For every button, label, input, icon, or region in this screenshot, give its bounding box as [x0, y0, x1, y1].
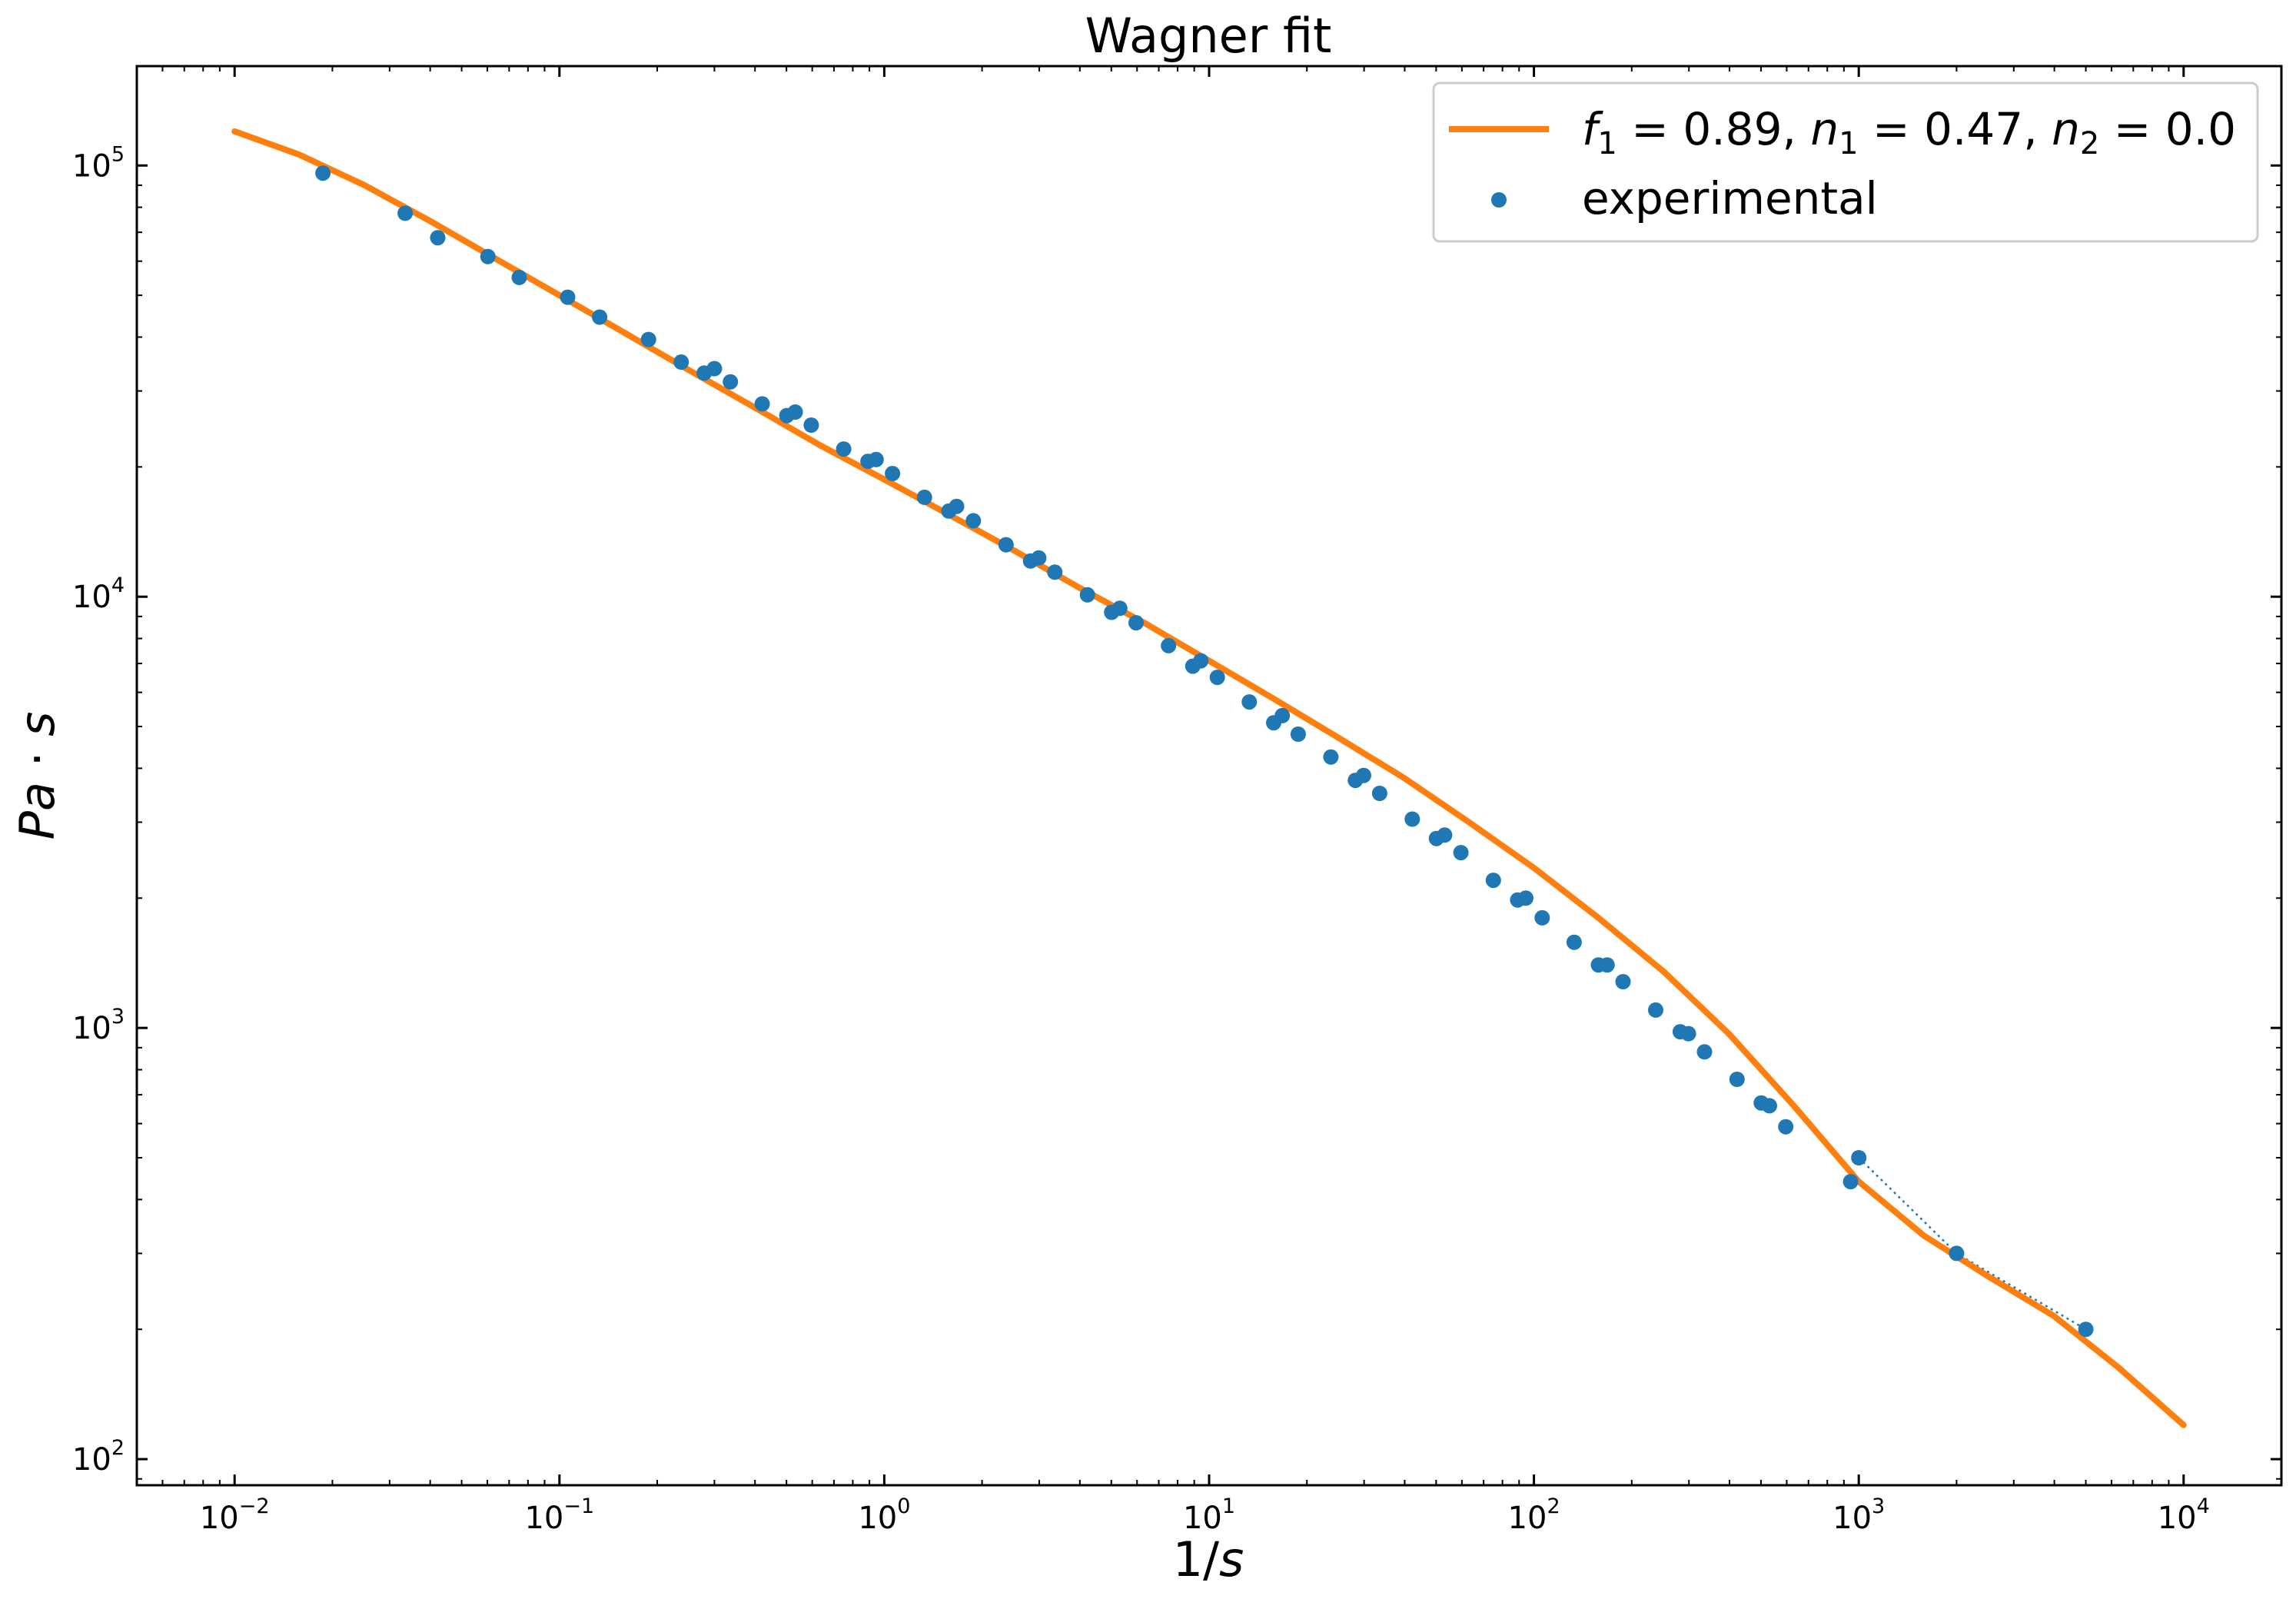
plot-area — [231, 128, 2187, 1428]
legend-fit-n1: n — [1810, 103, 1839, 155]
x-tick-label-3: 101 — [1183, 1494, 1235, 1536]
experimental-point-51 — [1534, 909, 1550, 926]
experimental-point-60 — [1729, 1072, 1745, 1087]
experimental-point-59 — [1696, 1044, 1713, 1060]
legend-label-experimental: experimental — [1582, 172, 1878, 224]
x-tick-label-1: 10−1 — [524, 1494, 594, 1536]
experimental-point-2 — [430, 230, 446, 246]
experimental-point-24 — [998, 537, 1014, 553]
series-fit-line — [231, 128, 2187, 1428]
legend-fit-n2: n — [2052, 103, 2080, 155]
axis-ticks: 10−2 10−1 100 101 102 103 104 102 103 104 105 — [72, 66, 2281, 1536]
experimental-point-62 — [1762, 1098, 1777, 1114]
experimental-point-42 — [1356, 767, 1371, 783]
chart-title: Wagner fit — [1085, 8, 1332, 64]
experimental-point-65 — [1851, 1150, 1867, 1165]
experimental-point-16 — [836, 441, 852, 457]
experimental-point-26 — [1031, 550, 1047, 566]
experimental-point-22 — [949, 498, 965, 514]
experimental-point-28 — [1079, 587, 1095, 603]
experimental-point-38 — [1274, 707, 1291, 723]
experimental-point-46 — [1437, 827, 1453, 843]
experimental-point-30 — [1111, 600, 1128, 617]
x-axis-label: 1/s — [1173, 1531, 1244, 1587]
experimental-point-66 — [1949, 1245, 1965, 1262]
experimental-point-36 — [1241, 694, 1258, 710]
experimental-point-19 — [885, 466, 901, 481]
experimental-point-56 — [1648, 1002, 1663, 1018]
experimental-point-7 — [640, 331, 656, 347]
y-axis-label-pa: Pa — [9, 782, 65, 839]
experimental-point-44 — [1404, 811, 1420, 827]
experimental-point-14 — [787, 404, 803, 420]
experimental-point-54 — [1599, 957, 1615, 973]
legend-fit-n1-val: = 0.47, — [1859, 103, 2052, 155]
experimental-point-31 — [1128, 615, 1144, 631]
x-axis-label-numerator: 1/ — [1173, 1531, 1219, 1587]
experimental-point-47 — [1453, 845, 1469, 861]
x-tick-label-0: 10−2 — [200, 1494, 270, 1536]
experimental-point-18 — [868, 451, 884, 467]
y-tick-label-1: 103 — [72, 1005, 125, 1046]
experimental-point-5 — [560, 289, 576, 305]
x-tick-label-6: 104 — [2158, 1494, 2210, 1536]
x-tick-label-2: 100 — [858, 1494, 910, 1536]
legend-frame — [1432, 81, 2259, 243]
experimental-point-64 — [1842, 1174, 1859, 1190]
legend: f1 = 0.89, n1 = 0.47, n2 = 0.0 experimen… — [1432, 81, 2259, 243]
experimental-point-11 — [723, 374, 739, 390]
y-tick-label-3: 105 — [72, 142, 125, 184]
x-tick-label-4: 102 — [1508, 1494, 1560, 1536]
experimental-point-10 — [706, 361, 723, 377]
experimental-point-58 — [1680, 1026, 1696, 1042]
experimental-point-63 — [1778, 1119, 1794, 1135]
experimental-point-67 — [2078, 1321, 2094, 1338]
experimental-point-1 — [397, 205, 414, 221]
experimental-point-4 — [511, 269, 527, 285]
experimental-point-12 — [754, 396, 770, 412]
experimental-point-35 — [1209, 670, 1225, 686]
legend-swatch-experimental-marker — [1491, 192, 1507, 208]
experimental-point-20 — [916, 489, 932, 505]
experimental-point-32 — [1161, 637, 1177, 653]
experimental-point-23 — [965, 513, 982, 529]
experimental-point-8 — [673, 354, 689, 370]
experimental-point-34 — [1193, 653, 1209, 669]
legend-fit-n2-val: = 0.0 — [2099, 103, 2236, 155]
y-axis-label-s: s — [9, 712, 65, 736]
experimental-point-3 — [480, 248, 496, 264]
experimental-point-55 — [1615, 974, 1631, 989]
experimental-point-40 — [1323, 749, 1339, 765]
legend-fit-n2-sub: 2 — [2080, 126, 2099, 161]
y-axis-label-dot: · — [9, 736, 65, 782]
legend-label-fit: f1 = 0.89, n1 = 0.47, n2 = 0.0 — [1582, 103, 2236, 161]
legend-fit-f-sub: 1 — [1597, 126, 1617, 161]
y-tick-label-2: 104 — [72, 573, 125, 615]
y-axis-label: Pa · s — [9, 712, 65, 840]
experimental-point-0 — [315, 165, 331, 181]
experimental-point-52 — [1566, 934, 1582, 950]
experimental-point-39 — [1290, 726, 1306, 742]
experimental-point-27 — [1047, 564, 1063, 580]
experimental-point-48 — [1485, 873, 1501, 889]
experimental-point-15 — [803, 417, 819, 433]
y-tick-label-0: 102 — [72, 1436, 125, 1478]
experimental-point-50 — [1518, 890, 1533, 906]
experimental-point-43 — [1371, 786, 1387, 801]
legend-fit-n1-sub: 1 — [1839, 126, 1858, 161]
x-axis-label-unit: s — [1219, 1531, 1244, 1587]
legend-fit-f-val: = 0.89, — [1617, 103, 1810, 155]
x-tick-label-5: 103 — [1832, 1494, 1885, 1536]
experimental-point-6 — [592, 309, 608, 325]
